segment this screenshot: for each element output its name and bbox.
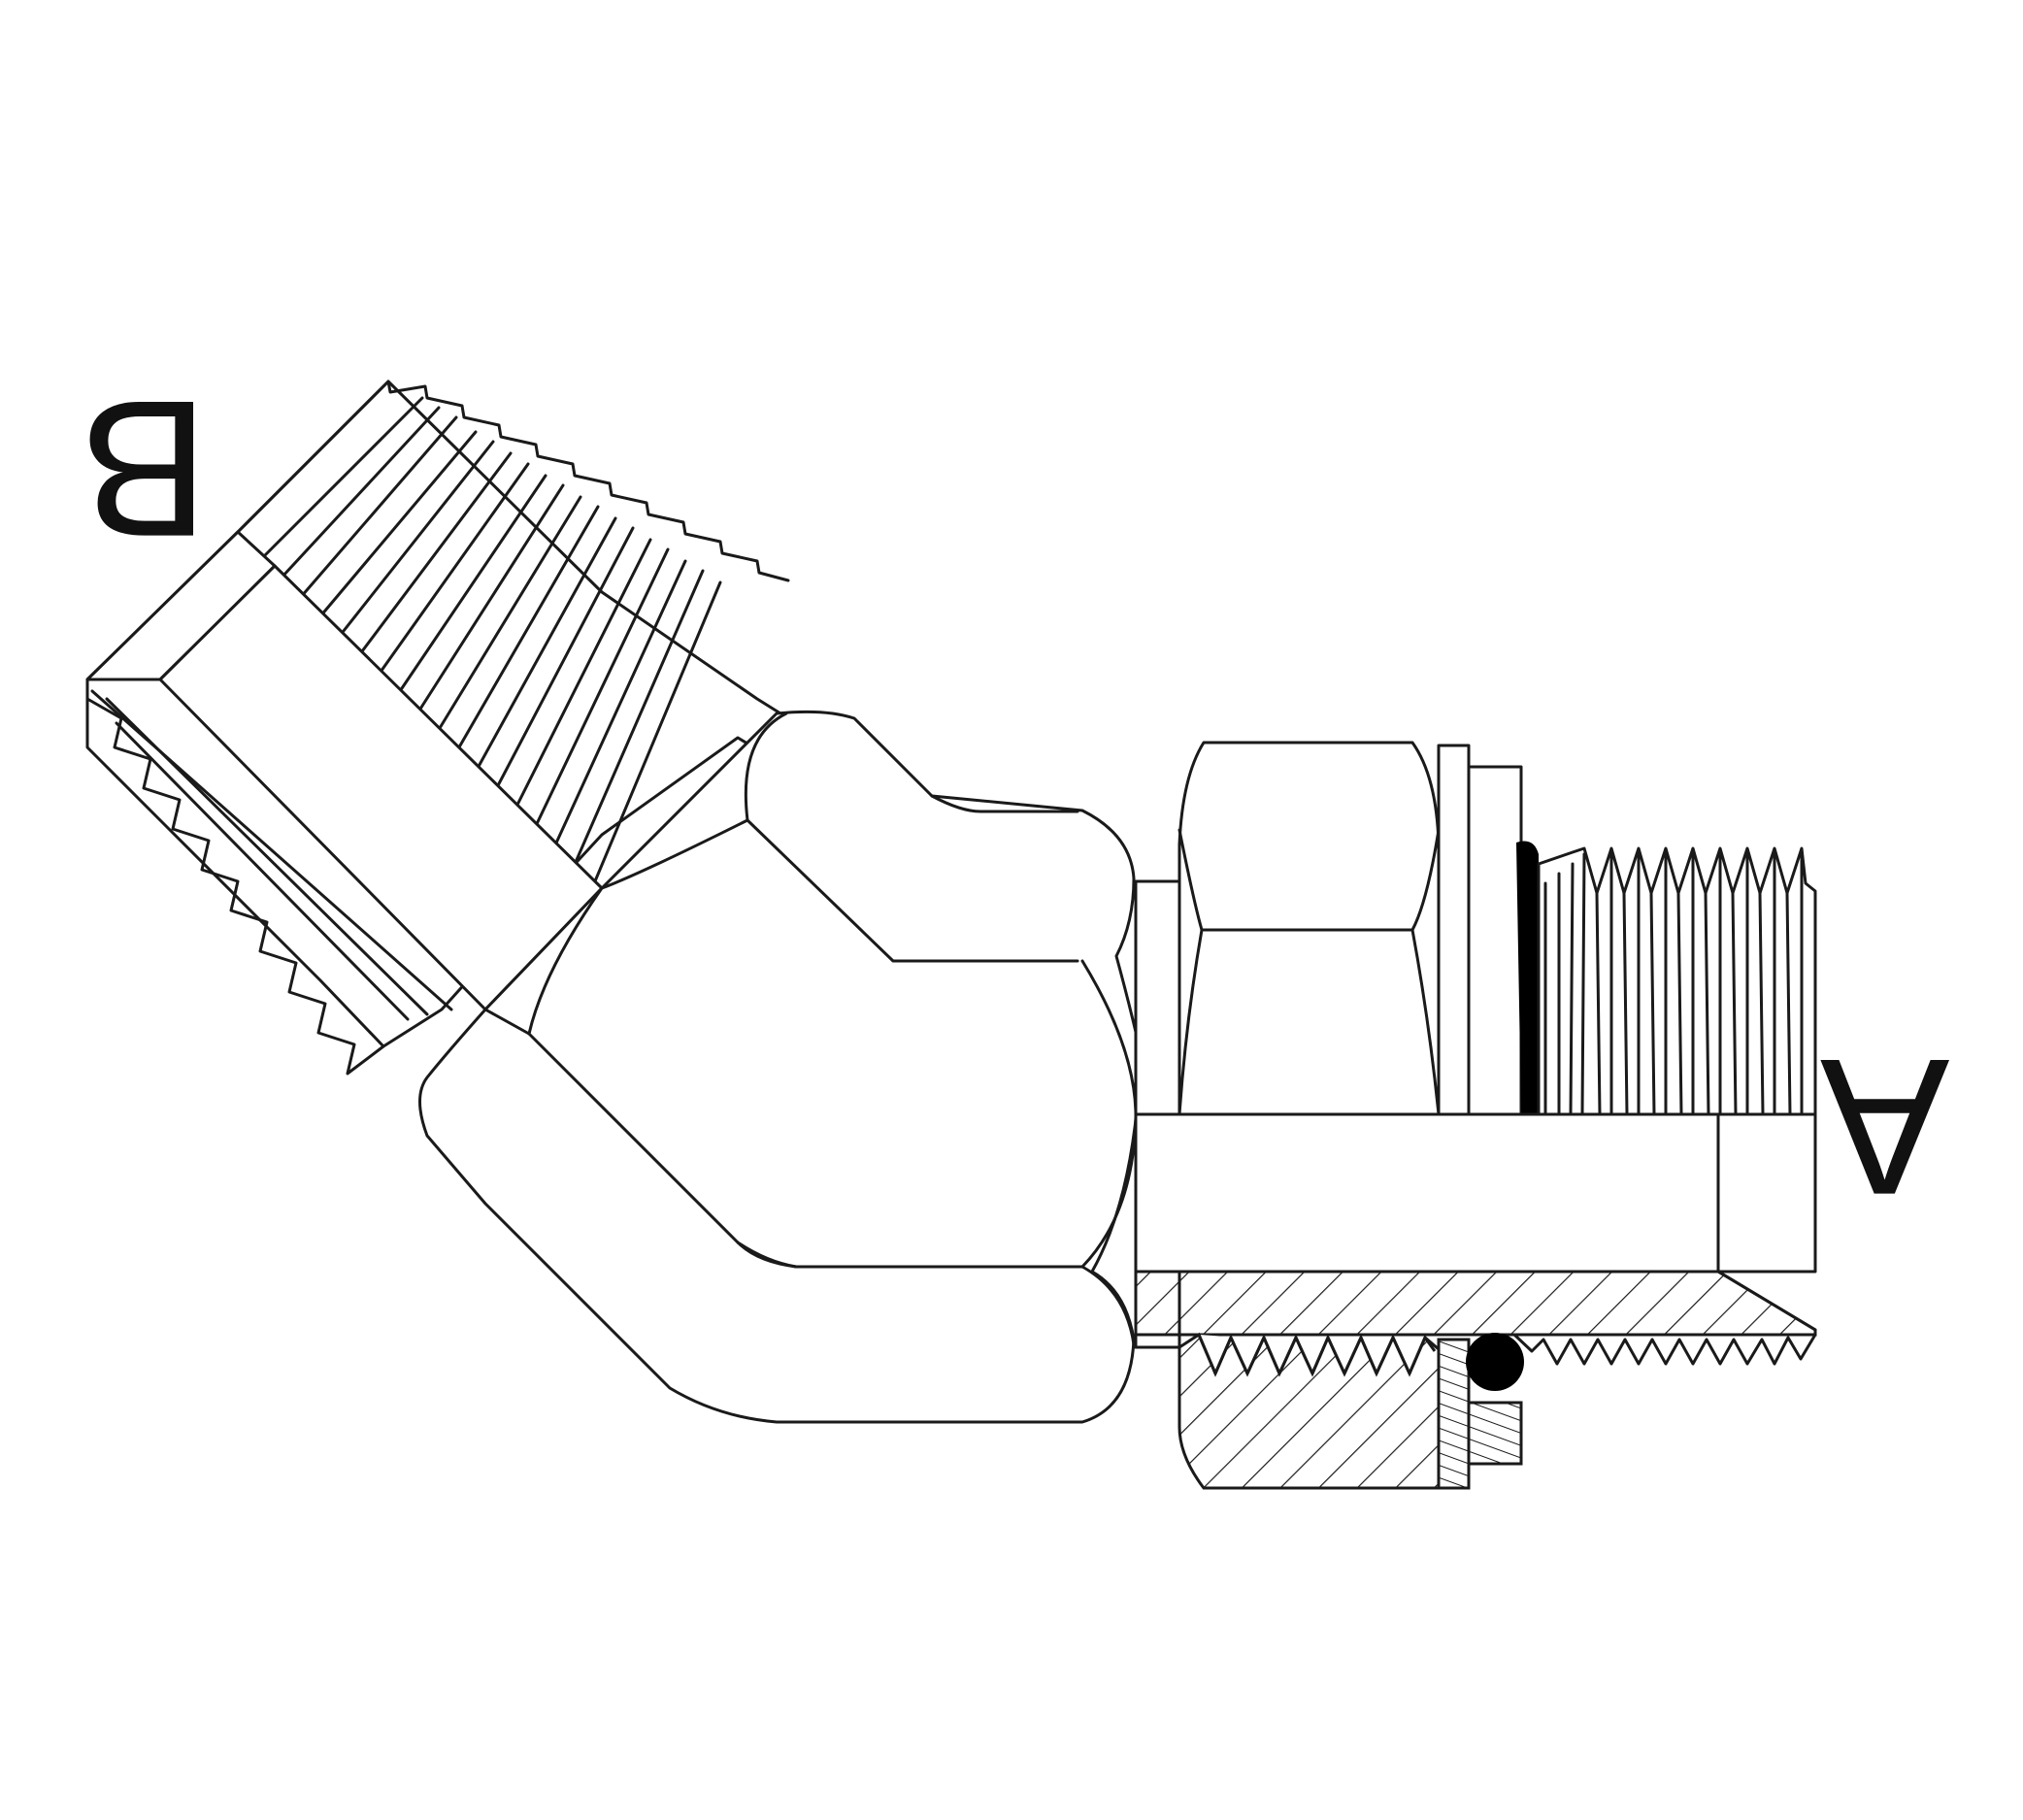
swivel-nut <box>1177 741 1441 1116</box>
section-tube-wall <box>1134 1270 1817 1337</box>
o-ring-section <box>1466 1333 1524 1391</box>
port-b-label: B <box>80 360 210 577</box>
b-port-thread <box>85 380 837 1075</box>
a-port-thread <box>1537 846 1817 1116</box>
backup-washer <box>1437 744 1523 1116</box>
a-port-bore <box>1134 1112 1817 1332</box>
o-ring-upper <box>1516 841 1539 1114</box>
section-washers <box>1437 1338 1523 1490</box>
section-swivel-nut <box>1177 1332 1441 1490</box>
port-a-label: A <box>1820 1018 1950 1235</box>
